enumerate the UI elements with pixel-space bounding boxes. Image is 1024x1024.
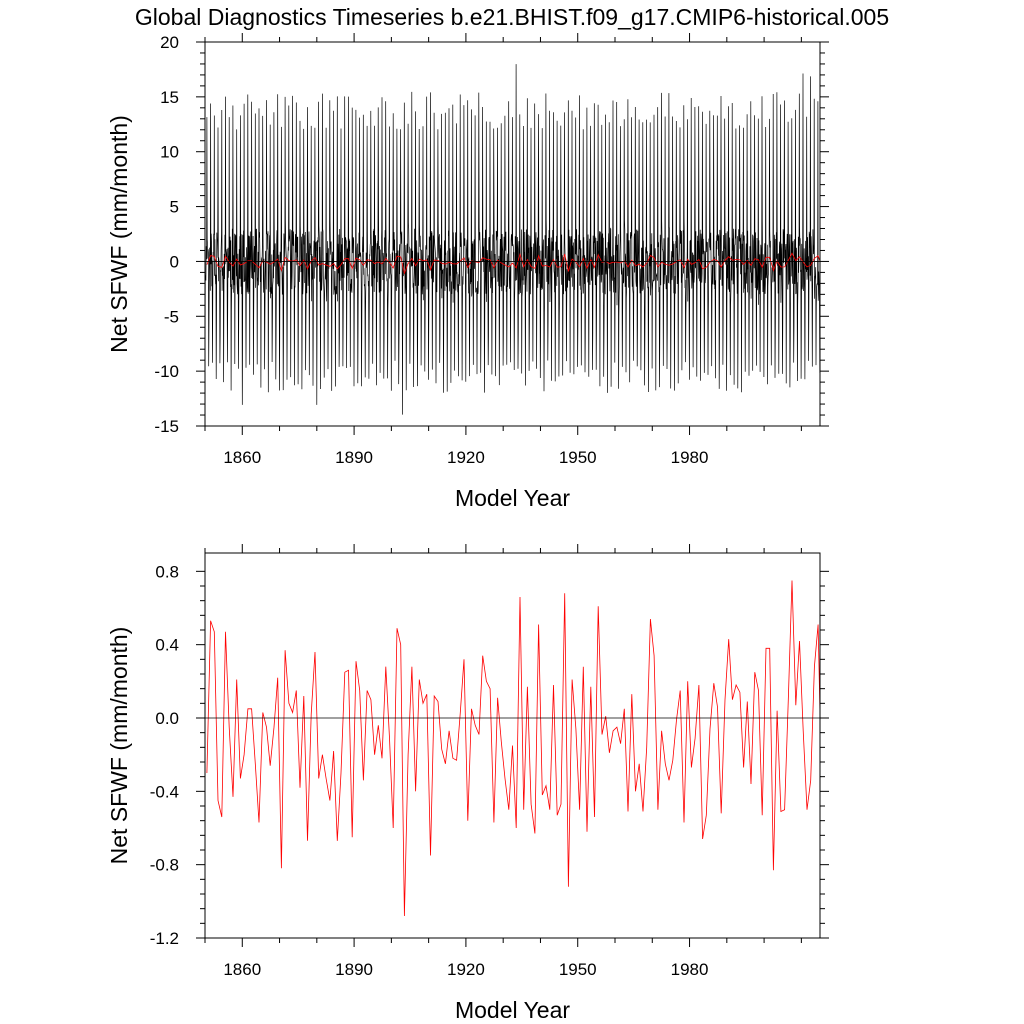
x-axis-label: Model Year xyxy=(455,997,570,1023)
y-tick-label: -0.8 xyxy=(150,856,179,875)
x-tick-label: 1920 xyxy=(447,448,485,467)
x-tick-label: 1950 xyxy=(559,448,597,467)
x-tick-label: 1920 xyxy=(447,960,485,979)
y-axis-label: Net SFWF (mm/month) xyxy=(106,627,132,865)
top-panel: 1860 1890 1920 1950 1980 -15 -10 -5 0 5 10 15 20 Mode… xyxy=(106,33,829,511)
y-tick-label: 0.4 xyxy=(155,636,179,655)
y-tick-label: 10 xyxy=(160,143,179,162)
x-tick-label: 1860 xyxy=(223,448,261,467)
x-tick-label: 1890 xyxy=(335,960,373,979)
series-line-annual-mean xyxy=(206,252,820,275)
y-tick-label: -10 xyxy=(154,362,179,381)
y-tick-label: 5 xyxy=(170,198,179,217)
y-tick-label: 0.8 xyxy=(155,562,179,581)
y-tick-label: 0.0 xyxy=(155,709,179,728)
bottom-panel: 1860 1890 1920 1950 1980 -1.2 -0.8 -0.4 0.0 0.4 0.… xyxy=(106,544,829,1023)
x-tick-label: 1950 xyxy=(559,960,597,979)
plot-area xyxy=(206,580,820,917)
y-tick-label: -1.2 xyxy=(150,929,179,948)
y-tick-label: -15 xyxy=(154,417,179,436)
plot-frame xyxy=(204,552,821,939)
x-tick-label: 1890 xyxy=(335,448,373,467)
y-tick-label: -5 xyxy=(164,307,179,326)
y-tick-label: -0.4 xyxy=(150,782,179,801)
plot-frame xyxy=(204,41,821,427)
x-tick-label: 1980 xyxy=(671,960,709,979)
y-axis-label: Net SFWF (mm/month) xyxy=(106,115,132,353)
y-tick-label: 15 xyxy=(160,88,179,107)
series-line-monthly xyxy=(205,64,820,415)
x-tick-label: 1860 xyxy=(223,960,261,979)
x-axis-label: Model Year xyxy=(455,485,570,511)
figure-title: Global Diagnostics Timeseries b.e21.BHIS… xyxy=(135,4,889,30)
series-line-annual-mean xyxy=(206,580,820,917)
y-tick-label: 0 xyxy=(170,252,179,271)
plot-area xyxy=(205,64,820,415)
y-tick-label: 20 xyxy=(160,33,179,52)
x-tick-label: 1980 xyxy=(671,448,709,467)
